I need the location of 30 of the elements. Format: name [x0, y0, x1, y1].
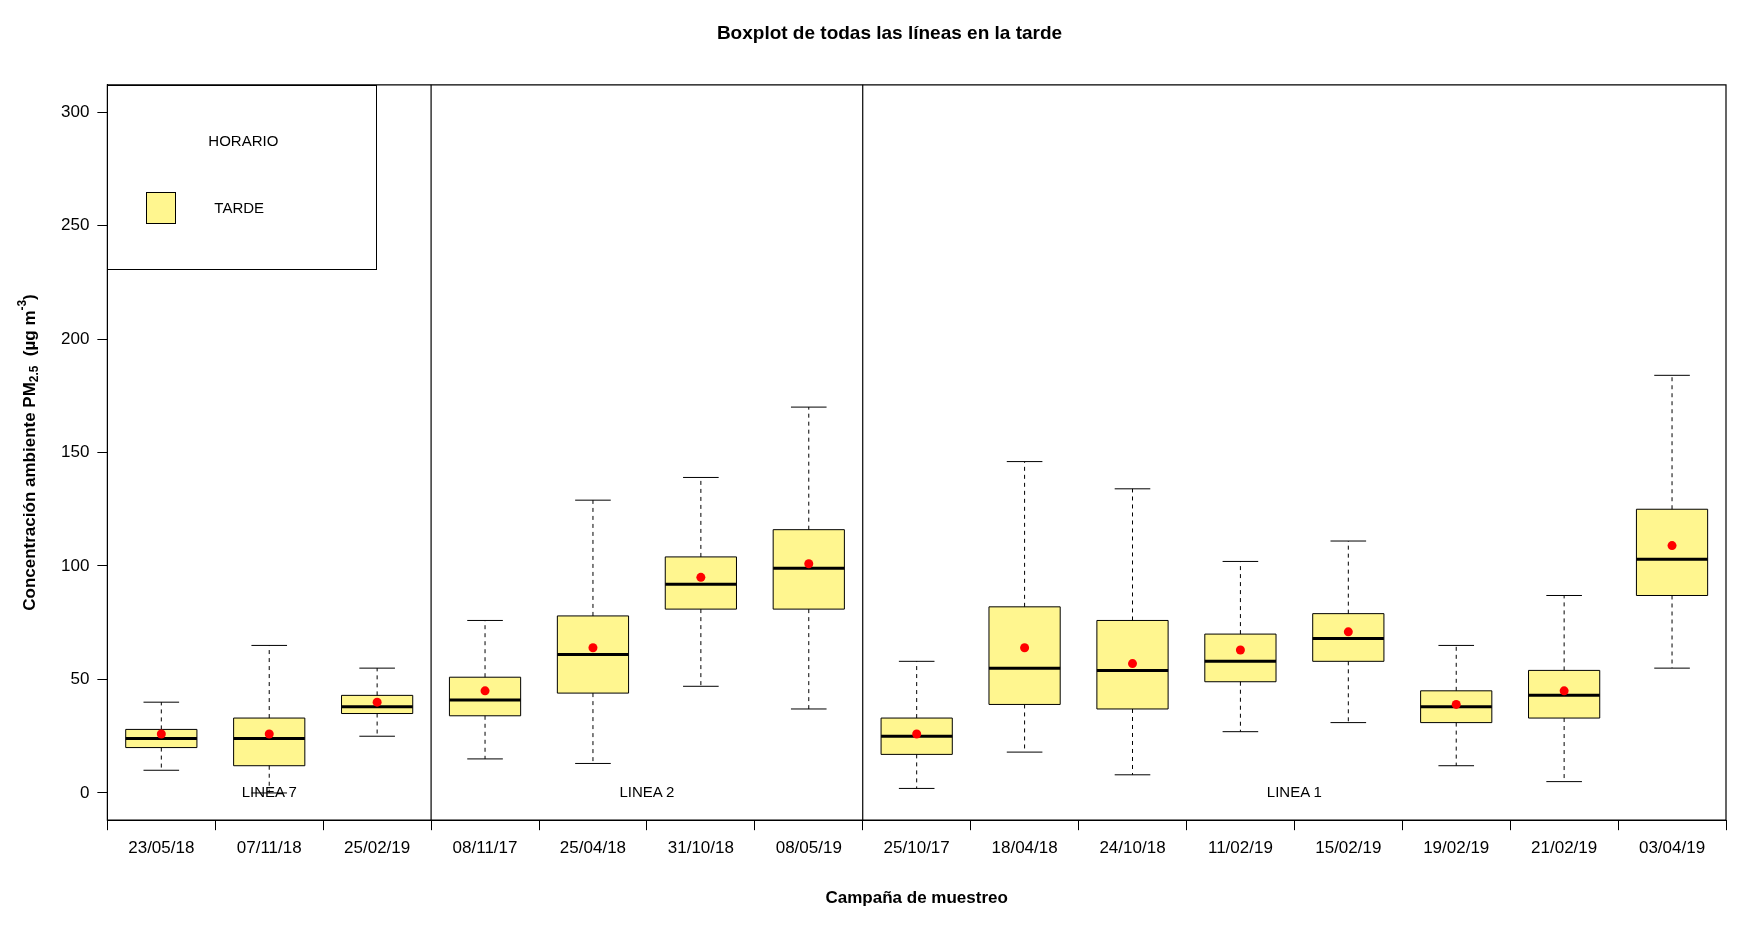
x-tick-label: 03/04/19	[1638, 838, 1706, 858]
x-tick-label: 15/02/19	[1315, 838, 1382, 858]
x-tick-label: 07/11/18	[236, 838, 302, 858]
x-tick-label: 23/05/18	[128, 838, 195, 858]
x-tick-label: 08/11/17	[452, 838, 518, 858]
y-tick-label: 50	[70, 669, 90, 689]
x-tick-label: 25/02/19	[344, 838, 411, 858]
y-tick-label: 100	[60, 555, 90, 575]
x-tick-label: 11/02/19	[1207, 838, 1273, 858]
y-tick-label: 0	[79, 782, 90, 802]
x-tick-label: 21/02/19	[1531, 838, 1598, 858]
x-tick-label: 24/10/18	[1099, 838, 1166, 858]
y-tick-label: 200	[60, 328, 90, 348]
chart-title: Boxplot de todas las líneas en la tarde	[716, 21, 1063, 43]
annotation: LINEA 2	[619, 783, 675, 801]
y-axis-title: Concentración ambiente PM2.5 (µg m-3)	[15, 294, 42, 611]
x-axis-title: Campaña de muestreo	[825, 888, 1008, 908]
x-tick-label: 18/04/18	[991, 838, 1058, 858]
annotation: LINEA 7	[241, 783, 297, 801]
x-tick-label: 08/05/19	[775, 838, 842, 858]
legend-box: HORARIO TARDE	[107, 84, 378, 270]
x-tick-label: 19/02/19	[1423, 838, 1490, 858]
x-tick-label: 31/10/18	[667, 838, 734, 858]
y-tick-label: 250	[60, 215, 90, 235]
annotation: LINEA 1	[1266, 783, 1322, 801]
x-tick-label: 25/10/17	[883, 838, 950, 858]
x-tick-label: 25/04/18	[559, 838, 627, 858]
legend-title: HORARIO	[207, 131, 280, 149]
y-tick-label: 150	[60, 442, 90, 462]
y-tick-label: 300	[60, 101, 90, 121]
